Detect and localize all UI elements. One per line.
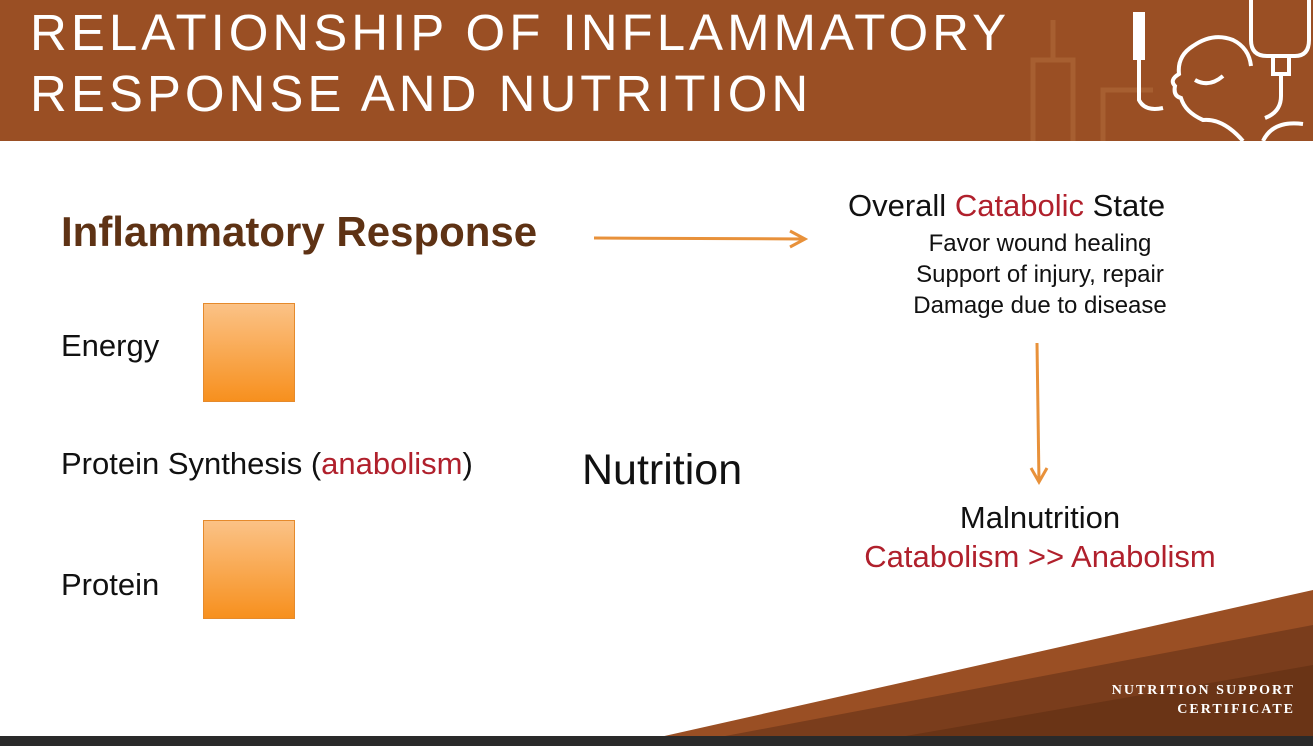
footer-line-2: CERTIFICATE bbox=[1177, 702, 1295, 717]
footer-brand: NUTRITION SUPPORT CERTIFICATE bbox=[1112, 681, 1295, 719]
page-title: RELATIONSHIP OF INFLAMMATORY RESPONSE AN… bbox=[30, 2, 1010, 124]
catabolism-vs-anabolism-label: Catabolism >> Anabolism bbox=[864, 539, 1216, 574]
medical-iv-illustration-icon bbox=[1030, 0, 1311, 141]
footer-line-1: NUTRITION SUPPORT bbox=[1111, 683, 1295, 698]
protein-synthesis-label: Protein Synthesis (anabolism) bbox=[61, 446, 473, 482]
malnutrition-label: Malnutrition bbox=[959, 500, 1121, 535]
overall-text: Overall bbox=[848, 188, 955, 223]
overall-catabolic-state: Overall Catabolic State bbox=[848, 188, 1165, 224]
protein-box bbox=[203, 520, 295, 619]
title-banner: RELATIONSHIP OF INFLAMMATORY RESPONSE AN… bbox=[0, 0, 1313, 141]
state-text: State bbox=[1084, 188, 1166, 223]
bullet-favor-wound-healing: Favor wound healing bbox=[928, 230, 1152, 257]
right-arrow-icon bbox=[593, 229, 809, 249]
title-line-1: RELATIONSHIP OF INFLAMMATORY bbox=[30, 4, 1011, 61]
protein-label: Protein bbox=[61, 567, 160, 602]
protein-synthesis-suffix: ) bbox=[462, 446, 473, 481]
energy-box bbox=[203, 303, 295, 402]
down-arrow-icon bbox=[1029, 342, 1049, 486]
energy-label: Energy bbox=[61, 328, 160, 363]
bottom-border bbox=[0, 736, 1313, 746]
nutrition-label: Nutrition bbox=[582, 446, 743, 494]
catabolic-text: Catabolic bbox=[954, 188, 1085, 223]
inflammatory-response-heading: Inflammatory Response bbox=[61, 208, 538, 255]
title-line-2: RESPONSE AND NUTRITION bbox=[30, 65, 813, 122]
protein-synthesis-prefix: Protein Synthesis ( bbox=[61, 446, 322, 481]
anabolism-text: anabolism bbox=[321, 446, 463, 481]
bullet-damage-disease: Damage due to disease bbox=[913, 292, 1167, 319]
bullet-support-injury-repair: Support of injury, repair bbox=[916, 261, 1164, 288]
